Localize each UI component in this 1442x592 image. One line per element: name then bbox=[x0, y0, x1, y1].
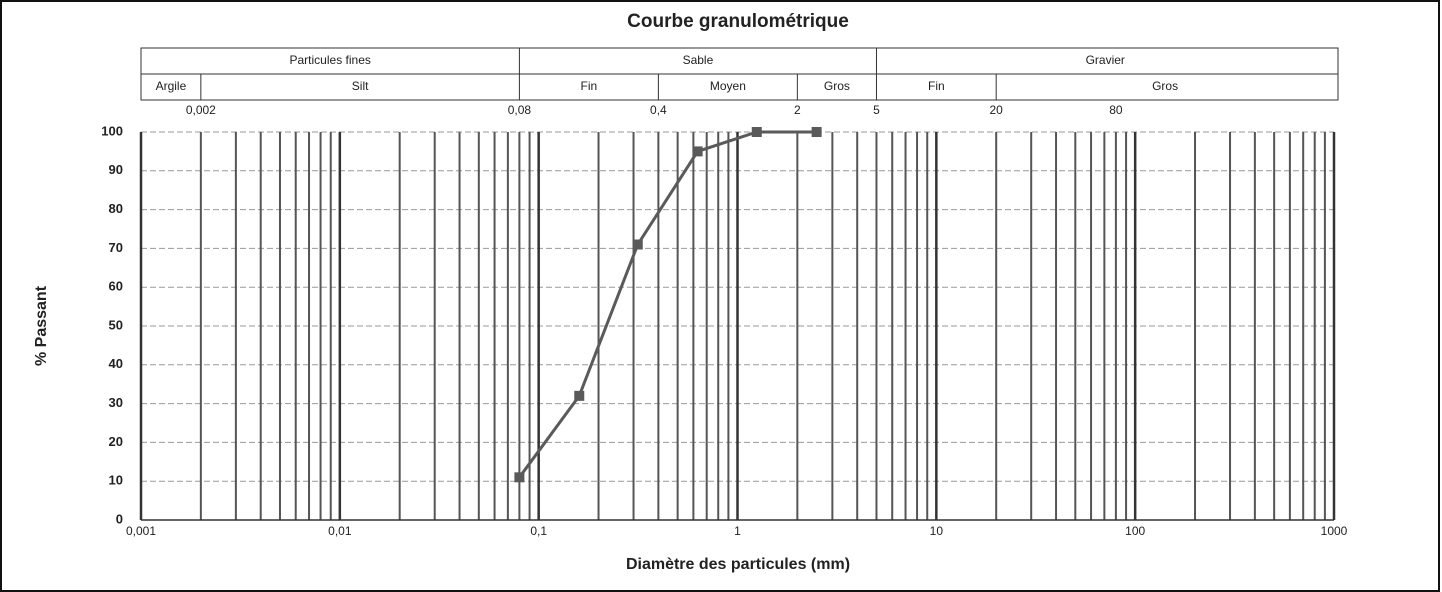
data-point bbox=[811, 127, 822, 137]
group-label: Sable bbox=[683, 53, 714, 67]
y-tick-label: 30 bbox=[109, 395, 123, 410]
y-tick-label: 10 bbox=[109, 473, 123, 488]
x-axis-label: Diamètre des particules (mm) bbox=[626, 556, 850, 573]
y-tick-label: 50 bbox=[109, 317, 123, 332]
boundary-label: 2 bbox=[794, 103, 801, 117]
x-tick-label: 10 bbox=[930, 524, 944, 538]
y-axis-label: % Passant bbox=[33, 285, 50, 366]
y-tick-label: 100 bbox=[101, 123, 123, 138]
data-point bbox=[632, 239, 643, 250]
boundary-label: 0,002 bbox=[186, 103, 216, 117]
class-label: Silt bbox=[352, 79, 369, 93]
class-label: Moyen bbox=[710, 79, 746, 93]
data-line bbox=[518, 130, 817, 479]
y-tick-label: 40 bbox=[109, 356, 123, 371]
x-tick-label: 1 bbox=[734, 524, 741, 538]
x-tick-label: 0,01 bbox=[328, 524, 352, 538]
data-point bbox=[692, 146, 703, 157]
data-point bbox=[514, 472, 525, 483]
x-tick-label: 1000 bbox=[1321, 524, 1348, 538]
chart-title: Courbe granulométrique bbox=[627, 11, 849, 32]
y-tick-label: 60 bbox=[109, 279, 123, 294]
x-tick-label: 0,1 bbox=[530, 524, 547, 538]
y-tick-label: 90 bbox=[109, 162, 123, 177]
boundary-label: 5 bbox=[873, 103, 880, 117]
y-tick-label: 0 bbox=[116, 511, 123, 526]
data-point bbox=[574, 390, 585, 401]
y-tick-label: 20 bbox=[109, 434, 123, 449]
boundary-label: 80 bbox=[1109, 103, 1123, 117]
class-label: Gros bbox=[824, 79, 850, 93]
class-label: Fin bbox=[928, 79, 945, 93]
x-tick-label: 100 bbox=[1125, 524, 1145, 538]
group-label: Gravier bbox=[1086, 53, 1125, 67]
class-label: Fin bbox=[581, 79, 598, 93]
boundary-label: 20 bbox=[990, 103, 1004, 117]
x-tick-label: 0,001 bbox=[126, 524, 156, 538]
boundary-label: 0,4 bbox=[650, 103, 667, 117]
data-point bbox=[751, 127, 762, 137]
boundary-label: 0,08 bbox=[508, 103, 532, 117]
class-label: Argile bbox=[156, 79, 187, 93]
y-tick-label: 70 bbox=[109, 240, 123, 255]
class-label: Gros bbox=[1152, 79, 1178, 93]
y-tick-label: 80 bbox=[109, 201, 123, 216]
group-label: Particules fines bbox=[290, 53, 371, 67]
